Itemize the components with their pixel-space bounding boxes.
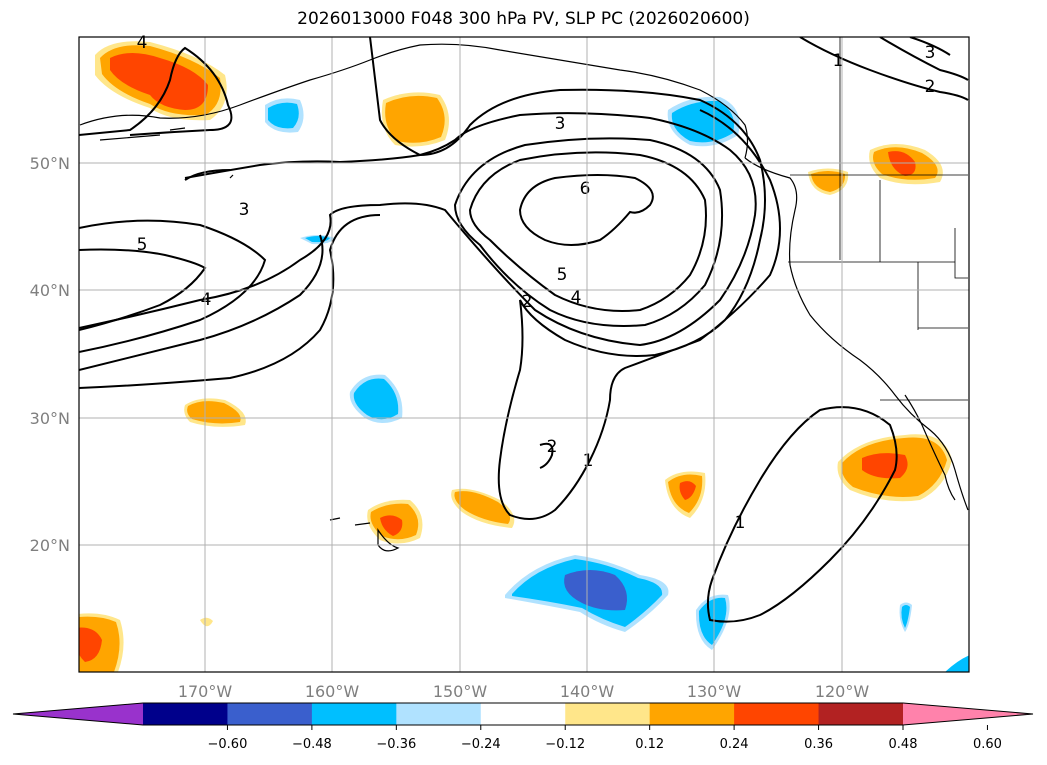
lon-label: 150°W [433, 682, 488, 701]
colorbar-tick-label: −0.12 [545, 737, 585, 752]
colorbar-tick-label: −0.24 [461, 737, 501, 752]
colorbar-tick-label: 0.36 [804, 737, 833, 752]
colorbar-bin [480, 703, 566, 725]
lat-label: 40°N [30, 281, 70, 300]
contour-label: 1 [735, 513, 746, 533]
contour-4-center [453, 137, 724, 327]
contour-label: 2 [547, 437, 558, 457]
contour-label: 5 [137, 235, 148, 255]
lon-label: 120°W [815, 682, 870, 701]
lon-label: 160°W [305, 682, 360, 701]
lon-label: 170°W [178, 682, 233, 701]
contour-label: 4 [201, 290, 212, 310]
colorbar-bin [143, 703, 228, 725]
graticule [79, 37, 969, 672]
contour-2 [184, 37, 781, 520]
map-frame [78, 36, 970, 673]
colorbar-bin [396, 703, 482, 725]
lon-label: 140°W [560, 682, 615, 701]
colorbar-tick-label: −0.48 [292, 737, 332, 752]
colorbar-tick-label: −0.36 [376, 737, 416, 752]
colorbar-outline [12, 702, 1034, 726]
contour-3-outer [79, 112, 757, 347]
colorbar-tick-label: 0.12 [635, 737, 664, 752]
contour-4-west [79, 219, 267, 353]
contour-label: 2 [522, 292, 533, 312]
map-title: 2026013000 F048 300 hPa PV, SLP PC (2026… [297, 9, 750, 29]
colorbar-tick-label: 0.48 [889, 737, 918, 752]
colorbar-tick-label: 0.60 [973, 737, 1002, 752]
contour-1 [706, 406, 898, 623]
contour-label: 3 [239, 200, 250, 220]
colorbar-bin [311, 703, 397, 725]
contour-label: 1 [833, 51, 844, 71]
latitude-labels: 50°N 40°N 30°N 20°N [30, 154, 70, 555]
contour-label: 3 [555, 114, 566, 134]
longitude-labels: 170°W 160°W 150°W 140°W 130°W 120°W [178, 682, 870, 701]
colorbar-tick-label: −0.60 [208, 737, 248, 752]
contour-label: 4 [137, 33, 148, 53]
colorbar-extend-right [903, 703, 1033, 725]
west-coast [744, 157, 969, 511]
lat-label: 30°N [30, 409, 70, 428]
contour-3-west [79, 234, 324, 371]
slp-contours [79, 37, 969, 623]
lat-label: 20°N [30, 536, 70, 555]
colorbar-bin [227, 703, 313, 725]
colorbar-bin [734, 703, 820, 725]
lon-label: 130°W [687, 682, 742, 701]
contour-4-nw [79, 46, 233, 136]
contour-labels: 4 3 2 1 3 6 5 4 2 5 4 3 1 2 1 [137, 33, 936, 533]
contour-label: 3 [925, 43, 936, 63]
colorbar-tick-label: 0.24 [720, 737, 749, 752]
contour-5-center [468, 151, 707, 312]
contour-label: 1 [583, 451, 594, 471]
contour-6 [518, 174, 654, 246]
contour-1-ne [799, 37, 969, 101]
contour-3-ne [909, 37, 951, 56]
colorbar-bin [818, 703, 904, 725]
contour-label: 5 [557, 265, 568, 285]
contour-label: 6 [580, 179, 591, 199]
contour-label: 2 [925, 77, 936, 97]
colorbar-bin [649, 703, 735, 725]
colorbar-extend-left [13, 703, 143, 725]
contour-label: 4 [571, 288, 582, 308]
contour-2-west [79, 214, 381, 389]
colorbar: −0.60 −0.48 −0.36 −0.24 −0.12 0.12 0.24 0.36 0.4… [12, 702, 1034, 752]
colorbar-bin [565, 703, 651, 725]
lat-label: 50°N [30, 154, 70, 173]
contour-2-ne [879, 37, 969, 81]
